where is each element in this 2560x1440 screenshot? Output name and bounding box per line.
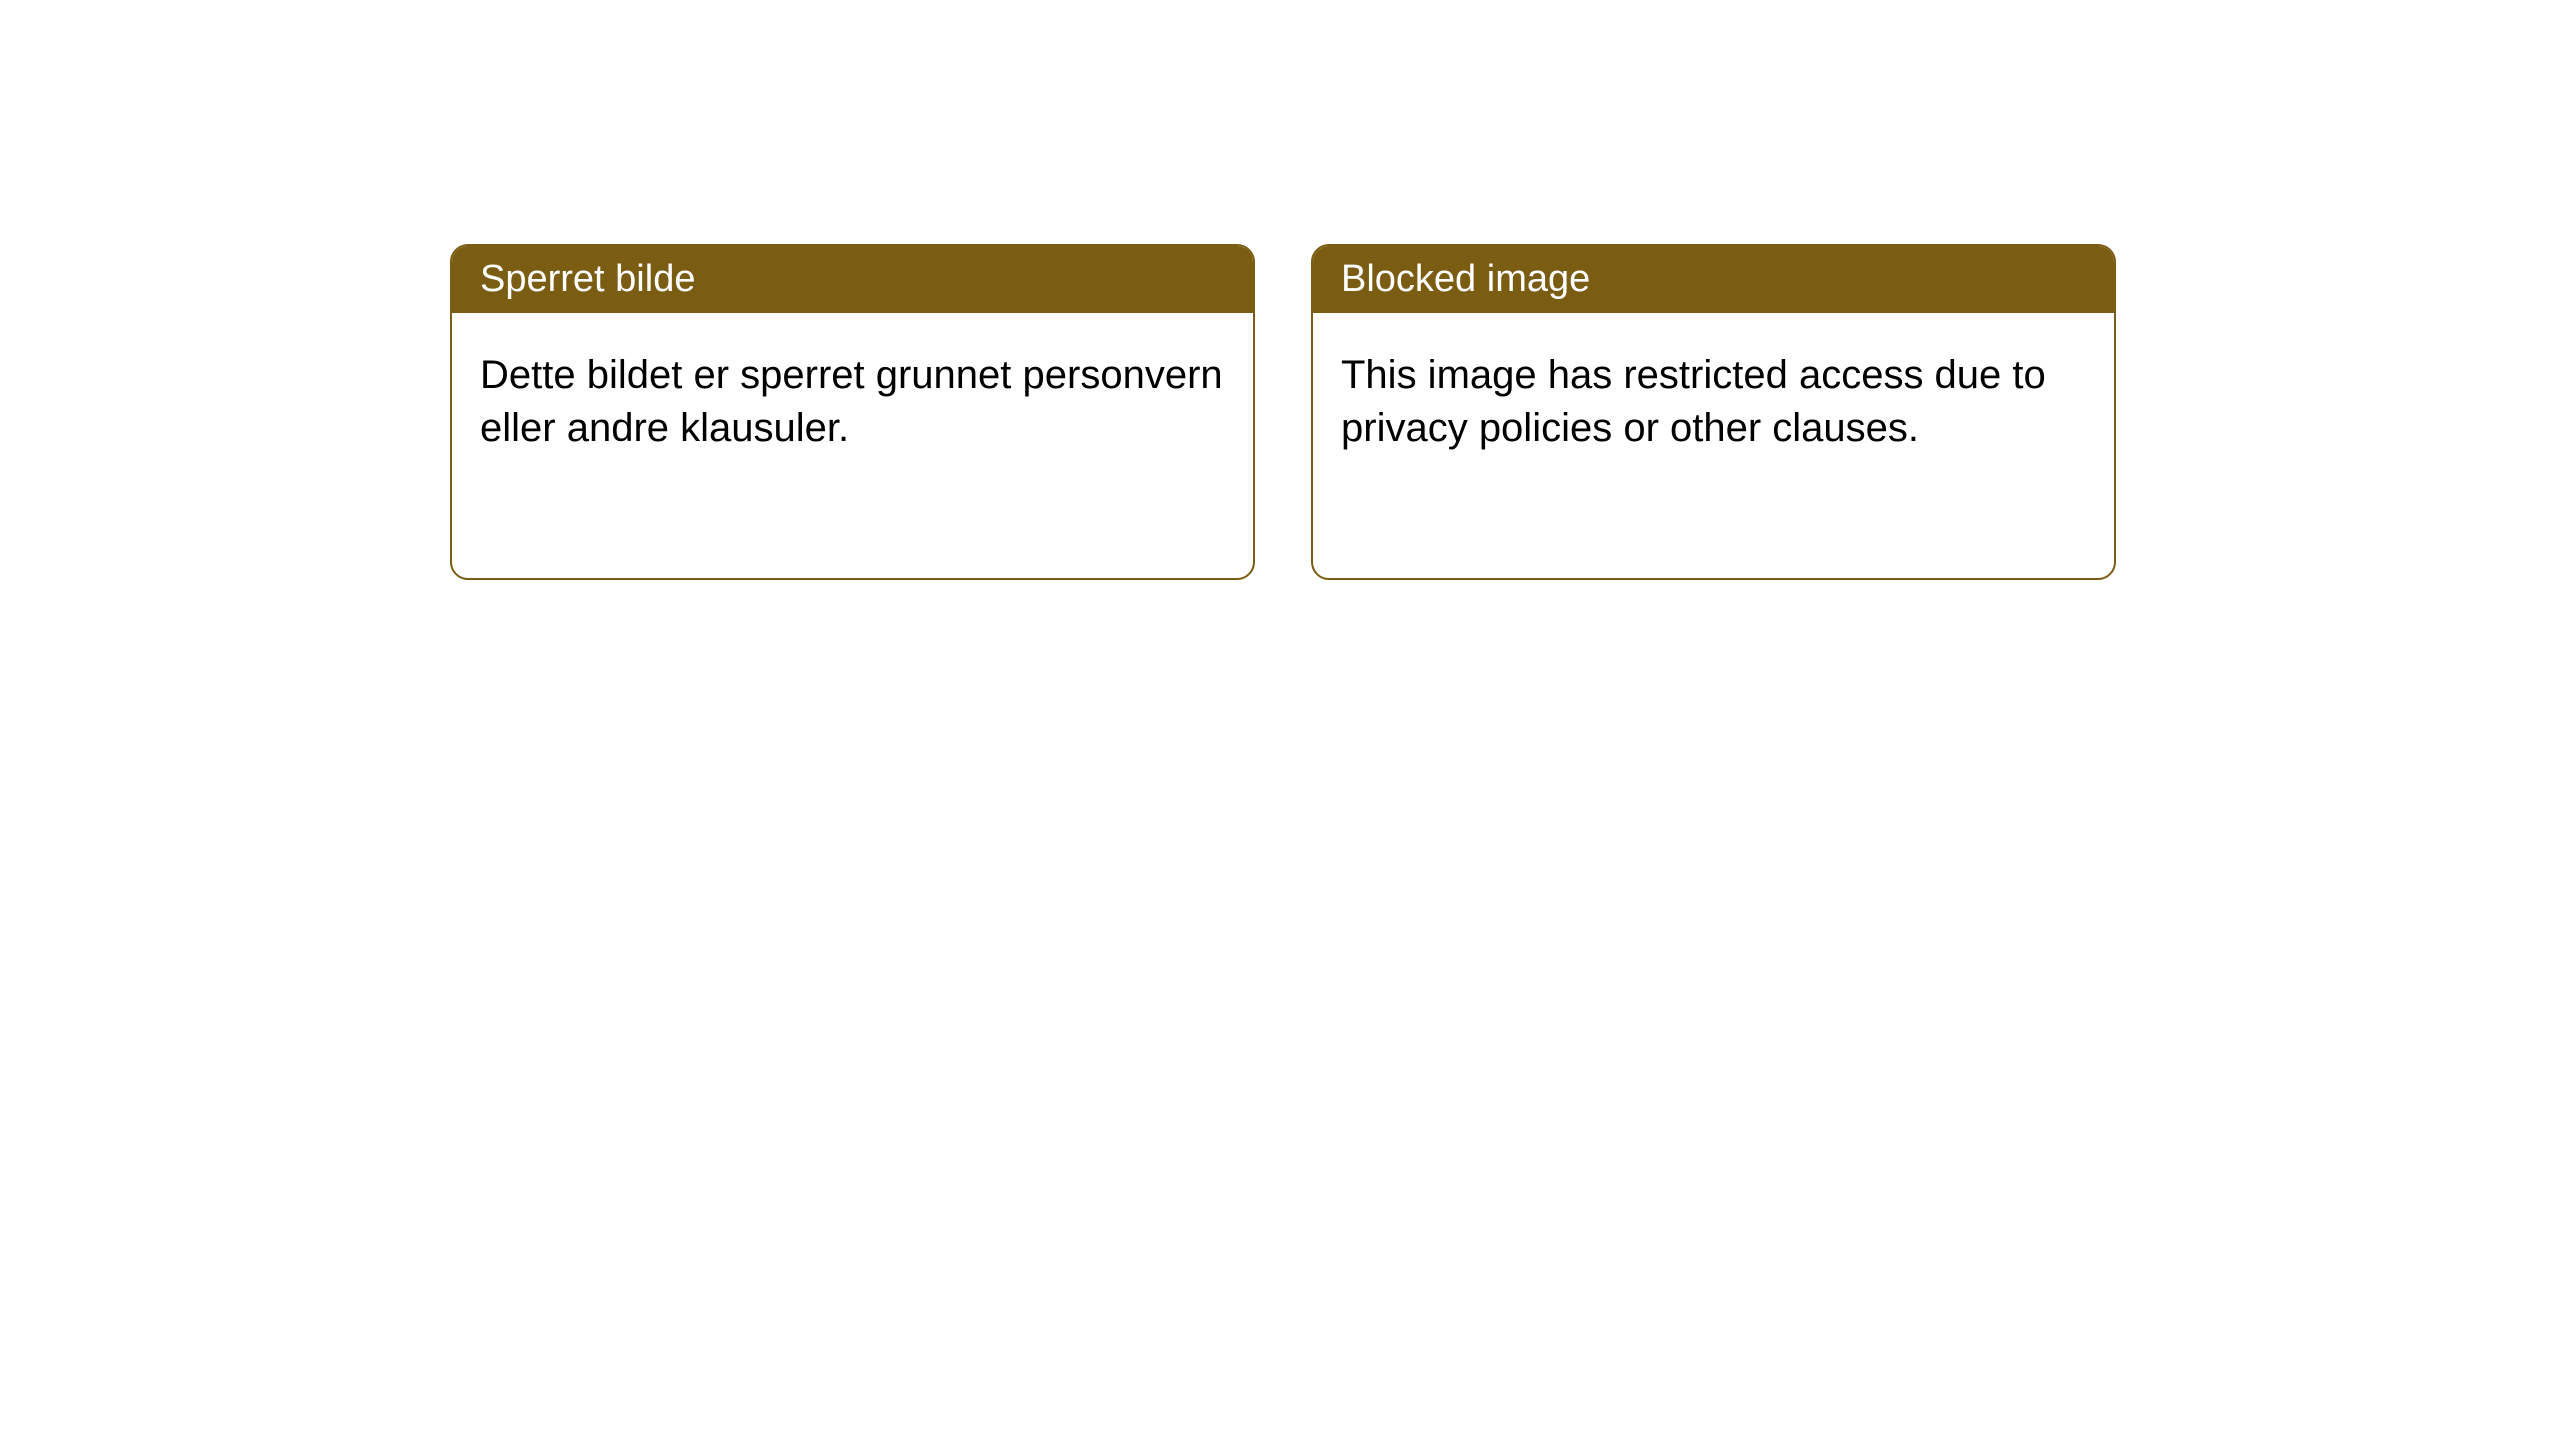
notice-card-norwegian: Sperret bilde Dette bildet er sperret gr…	[450, 244, 1255, 580]
notice-body: This image has restricted access due to …	[1313, 313, 2114, 491]
notice-body: Dette bildet er sperret grunnet personve…	[452, 313, 1253, 491]
notice-title: Blocked image	[1313, 246, 2114, 313]
notice-container: Sperret bilde Dette bildet er sperret gr…	[0, 0, 2560, 580]
notice-card-english: Blocked image This image has restricted …	[1311, 244, 2116, 580]
notice-title: Sperret bilde	[452, 246, 1253, 313]
